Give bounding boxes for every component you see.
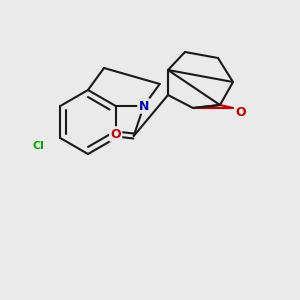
- Text: O: O: [236, 106, 246, 119]
- Text: N: N: [139, 100, 149, 112]
- Text: Cl: Cl: [32, 141, 44, 151]
- Text: O: O: [110, 128, 121, 140]
